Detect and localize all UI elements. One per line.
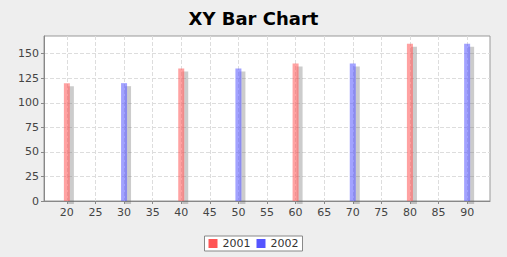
svg-text:25: 25 [88, 206, 102, 219]
svg-text:65: 65 [317, 206, 331, 219]
svg-text:20: 20 [60, 206, 74, 219]
svg-text:35: 35 [146, 206, 160, 219]
svg-text:100: 100 [18, 96, 39, 109]
svg-text:2001: 2001 [223, 237, 251, 250]
svg-text:60: 60 [289, 206, 303, 219]
svg-text:55: 55 [260, 206, 274, 219]
svg-text:85: 85 [432, 206, 446, 219]
svg-text:XY Bar Chart: XY Bar Chart [189, 8, 319, 29]
svg-text:50: 50 [25, 145, 39, 158]
svg-text:70: 70 [346, 206, 360, 219]
svg-text:50: 50 [231, 206, 245, 219]
svg-text:40: 40 [174, 206, 188, 219]
svg-text:25: 25 [25, 170, 39, 183]
svg-text:125: 125 [18, 72, 39, 85]
svg-text:0: 0 [32, 195, 39, 208]
svg-text:90: 90 [460, 206, 474, 219]
svg-text:75: 75 [374, 206, 388, 219]
svg-text:75: 75 [25, 121, 39, 134]
svg-text:80: 80 [403, 206, 417, 219]
svg-text:150: 150 [18, 47, 39, 60]
svg-text:45: 45 [203, 206, 217, 219]
svg-text:30: 30 [117, 206, 131, 219]
svg-text:2002: 2002 [271, 237, 299, 250]
